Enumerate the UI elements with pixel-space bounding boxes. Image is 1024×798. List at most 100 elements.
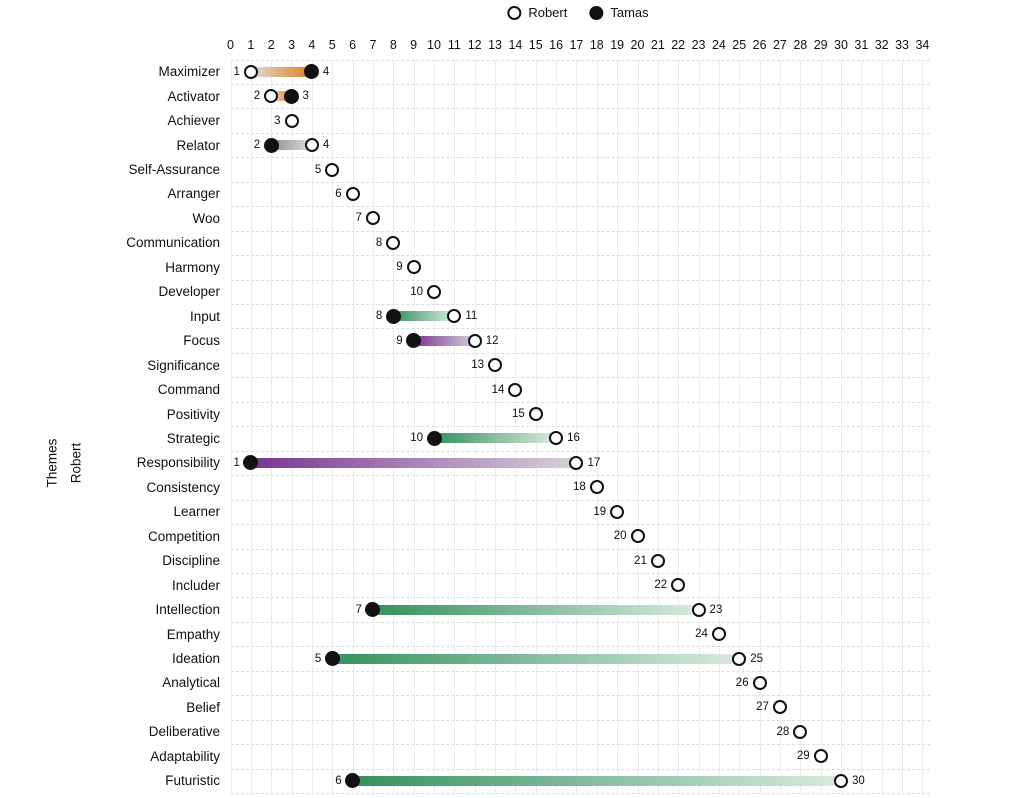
theme-label-focus: Focus xyxy=(183,333,220,349)
h-gridline xyxy=(230,499,931,501)
value-label-right: 3 xyxy=(302,90,309,103)
robert-marker-developer xyxy=(427,284,441,299)
robert-marker-belief xyxy=(772,700,787,715)
robert-marker-analytical xyxy=(752,675,767,690)
tamas-marker-intellection xyxy=(365,602,381,618)
value-label-right: 23 xyxy=(709,603,723,616)
h-gridline xyxy=(230,83,931,85)
robert-marker-achiever xyxy=(284,113,299,128)
legend: Robert Tamas xyxy=(507,5,649,20)
value-label-right: 4 xyxy=(322,65,330,78)
tamas-marker-input xyxy=(385,308,401,324)
value-label-left: 6 xyxy=(335,774,342,787)
connector-bar-strategic xyxy=(434,433,557,444)
x-tick-label-9: 9 xyxy=(410,38,418,52)
value-label-left: 9 xyxy=(396,261,403,274)
value-label-right: 17 xyxy=(587,456,601,469)
robert-marker-includer xyxy=(671,578,686,593)
robert-marker-competition xyxy=(630,529,645,544)
robert-marker-maximizer xyxy=(243,64,258,79)
robert-marker-communication xyxy=(386,235,401,250)
theme-label-empathy: Empathy xyxy=(166,626,220,642)
x-tick-label-30: 30 xyxy=(834,38,848,52)
robert-marker-positivity xyxy=(528,407,543,422)
connector-bar-relator xyxy=(271,140,312,151)
filled-circle-icon xyxy=(589,5,604,20)
h-gridline xyxy=(230,475,931,477)
theme-label-woo: Woo xyxy=(192,210,220,226)
value-label-right: 12 xyxy=(485,334,499,347)
h-gridline xyxy=(230,108,931,110)
h-gridline xyxy=(230,572,931,574)
x-tick-label-7: 7 xyxy=(369,38,377,52)
h-gridline xyxy=(230,426,931,428)
value-label-left: 18 xyxy=(573,481,586,494)
robert-marker-deliberative xyxy=(793,724,808,739)
tamas-marker-activator xyxy=(284,88,300,104)
value-label-left: 2 xyxy=(253,139,261,152)
h-gridline xyxy=(230,401,931,403)
theme-label-learner: Learner xyxy=(173,504,220,520)
robert-marker-harmony xyxy=(406,260,421,275)
connector-bar-activator xyxy=(271,91,292,102)
h-gridline xyxy=(230,646,931,648)
theme-label-developer: Developer xyxy=(158,284,220,300)
x-tick-label-8: 8 xyxy=(389,38,397,52)
value-label-left: 13 xyxy=(471,359,485,372)
x-tick-label-20: 20 xyxy=(630,38,645,52)
h-gridline xyxy=(230,768,931,770)
x-tick-label-12: 12 xyxy=(467,38,482,52)
h-gridline xyxy=(230,548,931,550)
theme-label-activator: Activator xyxy=(167,88,220,104)
x-tick-label-32: 32 xyxy=(874,38,889,52)
value-label-left: 1 xyxy=(233,65,240,78)
x-tick-label-1: 1 xyxy=(247,38,255,52)
theme-label-command: Command xyxy=(157,382,220,398)
h-gridline xyxy=(230,450,931,452)
robert-marker-woo xyxy=(365,211,380,226)
h-gridline xyxy=(230,597,931,599)
tamas-marker-maximizer xyxy=(304,64,320,80)
value-label-right: 4 xyxy=(322,139,330,152)
h-gridline xyxy=(230,230,931,232)
robert-marker-activator xyxy=(264,89,279,104)
theme-label-significance: Significance xyxy=(147,357,220,373)
robert-marker-futuristic xyxy=(834,773,848,788)
tamas-marker-futuristic xyxy=(345,773,361,789)
theme-label-discipline: Discipline xyxy=(162,553,220,569)
value-label-right: 11 xyxy=(465,310,478,323)
x-tick-label-14: 14 xyxy=(508,38,523,52)
tamas-marker-strategic xyxy=(426,430,442,446)
theme-label-input: Input xyxy=(189,308,220,324)
legend-label: Robert xyxy=(528,5,568,20)
connector-bar-futuristic xyxy=(352,775,841,786)
connector-bar-ideation xyxy=(332,653,740,664)
value-label-left: 8 xyxy=(375,236,383,249)
h-gridline xyxy=(230,793,931,794)
x-tick-label-28: 28 xyxy=(793,38,808,52)
value-label-right: 30 xyxy=(852,774,865,787)
theme-label-competition: Competition xyxy=(147,528,220,544)
theme-label-consistency: Consistency xyxy=(146,479,220,495)
value-label-left: 7 xyxy=(355,603,362,616)
theme-label-includer: Includer xyxy=(171,577,220,593)
robert-marker-strategic xyxy=(549,431,564,446)
theme-label-belief: Belief xyxy=(186,699,220,715)
open-circle-icon xyxy=(507,5,522,20)
x-tick-label-5: 5 xyxy=(328,38,336,52)
x-tick-label-17: 17 xyxy=(569,38,584,52)
h-gridline xyxy=(230,206,931,208)
theme-label-analytical: Analytical xyxy=(162,675,220,691)
x-tick-label-27: 27 xyxy=(772,38,787,52)
value-label-left: 26 xyxy=(735,676,749,689)
x-tick-label-4: 4 xyxy=(308,38,316,52)
h-gridline xyxy=(230,181,931,183)
robert-marker-discipline xyxy=(650,553,665,568)
connector-bar-focus xyxy=(413,335,475,346)
value-label-left: 19 xyxy=(593,505,607,518)
x-tick-label-10: 10 xyxy=(427,38,441,52)
theme-label-deliberative: Deliberative xyxy=(148,724,220,740)
value-label-left: 1 xyxy=(233,456,240,469)
x-tick-label-3: 3 xyxy=(288,38,296,52)
h-gridline xyxy=(230,377,931,379)
